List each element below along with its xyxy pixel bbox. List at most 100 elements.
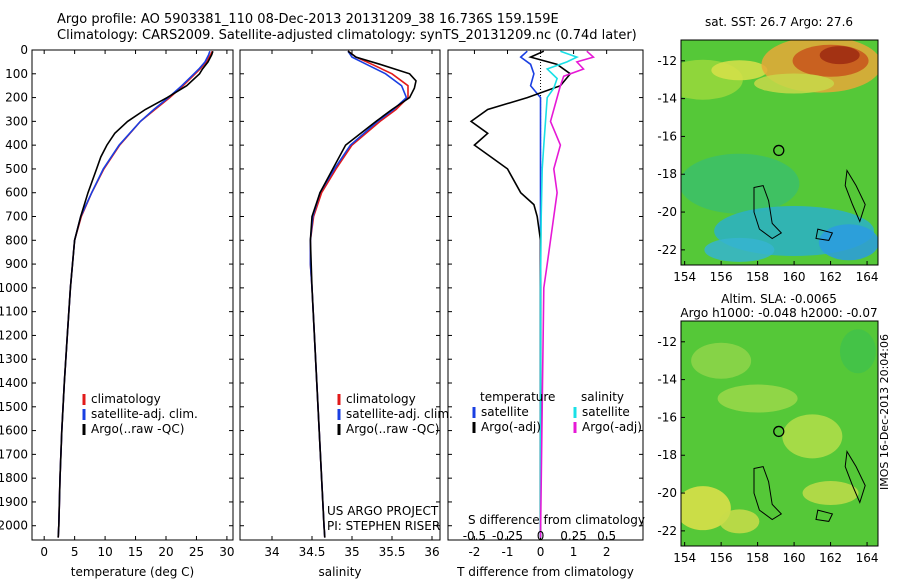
map-x-tick-label: 162 — [819, 551, 842, 565]
legend-col1-title: temperature — [480, 390, 555, 404]
difference-legend-3-label: Argo(-adj) — [582, 420, 642, 434]
temperature-legend-2-label: Argo(..raw -QC) — [91, 422, 184, 436]
temperature-x-tick-label: 20 — [158, 545, 173, 559]
map-field-sst — [681, 40, 878, 265]
difference-legend-0-label: satellite — [481, 405, 529, 419]
map-y-tick-label: -20 — [657, 205, 677, 219]
difference-series-argo — [469, 50, 572, 538]
map-contour — [815, 509, 834, 522]
y-tick-label: 1700 — [0, 447, 28, 461]
temperature-xlabel: temperature (deg C) — [71, 565, 194, 579]
s-tick-label: 0.25 — [560, 529, 587, 543]
map-patch — [754, 73, 835, 94]
y-tick-label: 1200 — [0, 328, 28, 342]
map-y-tick-label: -22 — [657, 243, 677, 257]
difference-series-sat — [519, 50, 542, 538]
map-contour — [844, 168, 866, 223]
map-y-tick-label: -16 — [657, 129, 677, 143]
salinity-series-clim — [309, 50, 409, 538]
difference-series-argo_s — [539, 50, 596, 538]
y-tick-label: 400 — [5, 138, 28, 152]
temperature-series-clim — [57, 50, 214, 538]
map-x-tick-label: 158 — [746, 551, 769, 565]
map-y-tick-label: -12 — [657, 54, 677, 68]
temperature-x-tick-label: 0 — [40, 545, 48, 559]
map-patch — [681, 153, 800, 214]
map-y-tick-label: -16 — [657, 410, 677, 424]
map-patch — [819, 46, 860, 65]
y-tick-label: 100 — [5, 67, 28, 81]
map-x-tick-label: 160 — [783, 551, 806, 565]
map-patch — [719, 509, 760, 534]
temperature-legend-0-label: climatology — [91, 392, 161, 406]
sla-map-title: Altim. SLA: -0.0065 — [721, 292, 837, 306]
temperature-x-tick-label: 15 — [128, 545, 143, 559]
map-x-tick-label: 158 — [746, 270, 769, 284]
y-tick-label: 900 — [5, 257, 28, 271]
map-sst — [680, 39, 879, 266]
y-tick-label: 0 — [20, 43, 28, 57]
y-tick-label: 1400 — [0, 376, 28, 390]
temperature-x-tick-label: 5 — [71, 545, 79, 559]
map-contour — [753, 466, 783, 521]
argo-location-marker — [773, 144, 785, 157]
header-subtitle: Climatology: CARS2009. Satellite-adjuste… — [57, 28, 637, 43]
difference-legend-1-label: Argo(-adj) — [481, 420, 541, 434]
y-tick-label: 800 — [5, 233, 28, 247]
sla-map-subtitle: Argo h1000: -0.048 h2000: -0.07 — [680, 306, 877, 320]
map-patch — [802, 481, 859, 506]
temperature-x-tick-label: 25 — [189, 545, 204, 559]
map-patch — [717, 384, 798, 413]
y-tick-label: 1100 — [0, 305, 28, 319]
difference-series-sat_s — [539, 50, 579, 538]
map-y-tick-label: -22 — [657, 524, 677, 538]
map-patch — [818, 224, 878, 261]
map-patch — [704, 237, 775, 262]
map-frame — [680, 39, 879, 266]
y-tick-label: 600 — [5, 186, 28, 200]
temperature-axes — [31, 49, 234, 541]
difference-x-tick-label: -2 — [468, 545, 480, 559]
difference-legend-2-label: satellite — [582, 405, 630, 419]
y-tick-label: 1000 — [0, 281, 28, 295]
difference-x-tick-label: -1 — [502, 545, 514, 559]
map-contour — [844, 449, 866, 504]
temperature-legend-1-label: satellite-adj. clim. — [91, 407, 198, 421]
map-y-tick-label: -18 — [657, 167, 677, 181]
project-label: US ARGO PROJECT — [327, 504, 439, 518]
s-tick-label: 0 — [537, 529, 545, 543]
salinity-x-tick-label: 35.5 — [379, 545, 406, 559]
salinity-legend-0-label: climatology — [346, 392, 416, 406]
y-tick-label: 700 — [5, 210, 28, 224]
salinity-legend-1-label: satellite-adj. clim. — [346, 407, 453, 421]
y-tick-label: 1800 — [0, 471, 28, 485]
salinity-series-sat — [309, 50, 408, 538]
map-patch — [711, 60, 768, 81]
map-patch — [839, 329, 876, 374]
salinity-series-argo — [309, 50, 417, 538]
difference-xlabel-top: S difference from climatology — [468, 513, 645, 527]
map-contour — [815, 228, 834, 241]
s-tick-label: -0.25 — [492, 529, 523, 543]
salinity-legend-2-label: Argo(..raw -QC) — [346, 422, 439, 436]
difference-x-tick-label: 2 — [603, 545, 611, 559]
map-x-tick-label: 164 — [856, 551, 879, 565]
salinity-x-tick-label: 34.5 — [299, 545, 326, 559]
map-x-tick-label: 154 — [673, 551, 696, 565]
legend-col2-title: salinity — [581, 390, 624, 404]
map-y-tick-label: -20 — [657, 486, 677, 500]
y-tick-label: 1300 — [0, 352, 28, 366]
s-tick-label: 0.5 — [597, 529, 616, 543]
s-tick-label: -0.5 — [463, 529, 486, 543]
map-x-tick-label: 156 — [710, 270, 733, 284]
temperature-series-sat — [57, 50, 211, 538]
temperature-x-tick-label: 10 — [97, 545, 112, 559]
map-x-tick-label: 160 — [783, 270, 806, 284]
y-tick-label: 200 — [5, 91, 28, 105]
map-patch — [681, 486, 731, 531]
map-y-tick-label: -12 — [657, 335, 677, 349]
map-y-tick-label: -14 — [657, 92, 677, 106]
y-tick-label: 1600 — [0, 424, 28, 438]
difference-x-tick-label: 0 — [537, 545, 545, 559]
difference-axes — [447, 49, 644, 541]
